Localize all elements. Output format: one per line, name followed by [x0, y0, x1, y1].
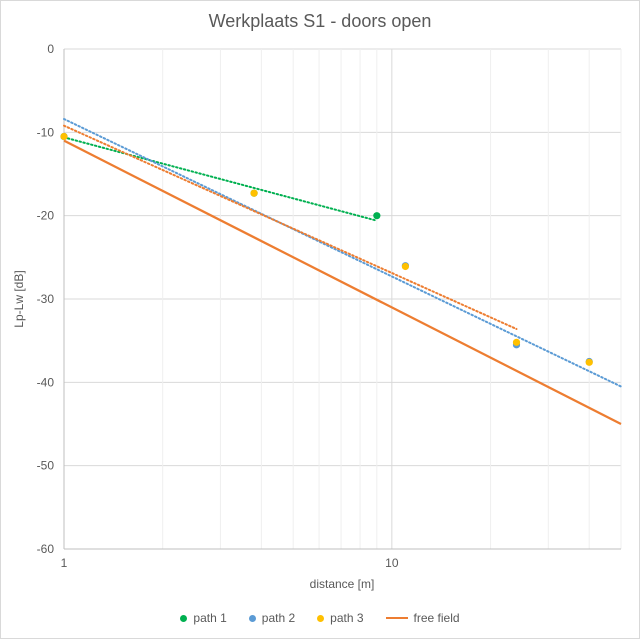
legend-dot-marker [180, 614, 188, 622]
y-axis-title: Lp-Lw [dB] [12, 270, 26, 327]
grid-layer [63, 48, 622, 550]
y-tick-label: -30 [37, 292, 55, 306]
legend-label: path 3 [330, 611, 364, 625]
trendline-path-3 [63, 124, 518, 330]
data-point-path-3 [250, 189, 258, 197]
data-point-path-3 [60, 132, 68, 141]
axis-layer: 0 -10 -20 -30 -40 -50 -60 1 10 [37, 42, 621, 570]
y-tick-label: -40 [37, 375, 55, 389]
y-tick-label: -50 [37, 459, 55, 473]
y-tick-label: -20 [37, 209, 55, 223]
trendline-path-1 [63, 136, 378, 222]
data-point-path-3 [512, 338, 521, 346]
x-tick-label: 10 [385, 556, 399, 570]
data-point-path-1 [373, 212, 381, 220]
legend-item-path-3: path 3 [317, 611, 364, 625]
legend-dot-marker [248, 614, 256, 622]
series-layer [60, 118, 622, 426]
legend: path 1 path 2 path 3 free field [1, 611, 639, 625]
y-tick-label: 0 [47, 42, 54, 56]
legend-line-marker [385, 617, 408, 619]
legend-dot-marker [317, 614, 325, 622]
data-point-path-3 [401, 262, 410, 271]
legend-item-free-field: free field [385, 611, 460, 625]
legend-item-path-1: path 1 [180, 611, 227, 625]
data-point-path-3 [585, 358, 593, 366]
trendline-path-2 [63, 118, 622, 388]
y-tick-label: -10 [37, 125, 55, 139]
series-line-free-field [63, 139, 622, 426]
legend-item-path-2: path 2 [248, 611, 296, 625]
legend-label: path 1 [193, 611, 227, 625]
x-tick-label: 1 [61, 556, 68, 570]
legend-label: free field [413, 611, 460, 625]
y-tick-label: -60 [37, 542, 55, 556]
legend-label: path 2 [261, 611, 296, 625]
chart-title: Werkplaats S1 - doors open [208, 11, 432, 31]
x-axis-title: distance [m] [310, 577, 375, 591]
